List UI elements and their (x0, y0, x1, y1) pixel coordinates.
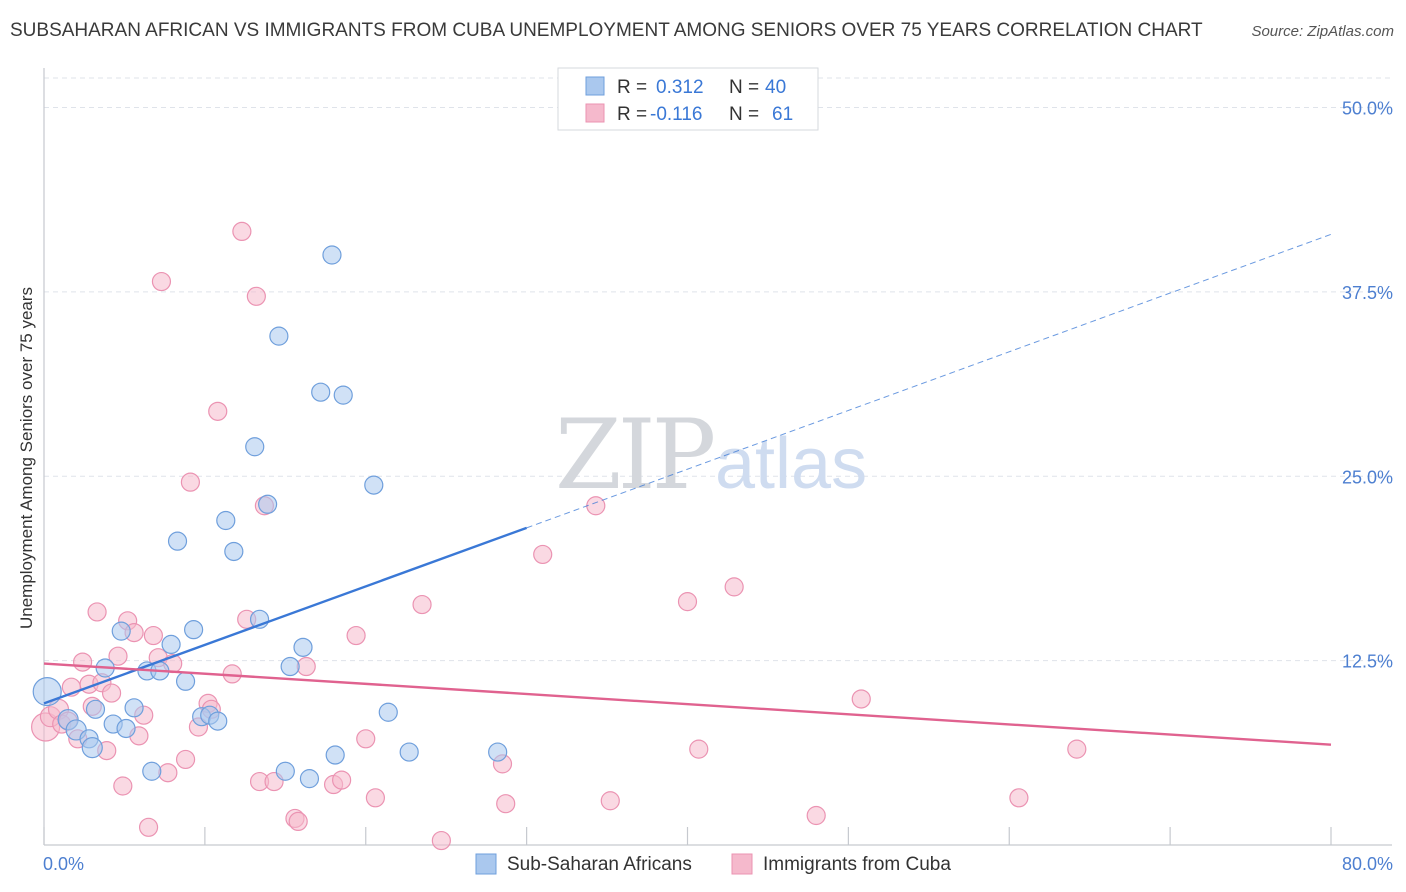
x-tick-label: 0.0% (43, 854, 84, 874)
series-legend-swatch-pink (731, 853, 753, 875)
data-point-blue (364, 475, 384, 495)
data-point-blue (311, 382, 331, 402)
y-tick-label: 50.0% (1342, 99, 1393, 119)
series-legend-label-blue: Sub-Saharan Africans (507, 854, 692, 875)
legend-r-value-1: 0.312 (656, 77, 704, 98)
source-label: Source: ZipAtlas.com (1251, 23, 1394, 40)
data-point-pink (332, 770, 352, 790)
data-point-blue (116, 718, 136, 739)
data-point-blue (161, 634, 181, 655)
data-point-blue (322, 245, 342, 265)
watermark-zip: ZIP (555, 399, 714, 511)
data-point-pink (246, 286, 266, 306)
data-point-pink (73, 652, 93, 672)
legend-r-label-2: R = (617, 104, 647, 125)
legend-swatch-blue (585, 76, 605, 96)
data-point-blue (280, 656, 300, 677)
pink-points (31, 221, 1087, 851)
data-point-blue (85, 699, 106, 719)
data-point-pink (151, 271, 172, 292)
chart-title: SUBSAHARAN AFRICAN VS IMMIGRANTS FROM CU… (10, 20, 1203, 41)
data-point-blue (245, 437, 265, 457)
legend-n-value-2: 61 (772, 104, 793, 125)
data-point-pink (138, 817, 159, 837)
data-point-pink (108, 646, 128, 666)
data-point-blue (224, 541, 244, 562)
data-point-blue (488, 742, 508, 762)
data-point-pink (586, 496, 606, 516)
data-point-blue (293, 637, 313, 657)
data-point-pink (496, 794, 516, 814)
data-point-pink (296, 656, 316, 677)
data-point-pink (143, 625, 163, 646)
legend-r-label-1: R = (617, 77, 647, 98)
watermark-atlas: atlas (715, 424, 867, 504)
legend-n-label-2: N = (729, 104, 759, 125)
data-point-blue (275, 761, 295, 781)
series-legend-label-pink: Immigrants from Cuba (763, 854, 951, 875)
trendline-blue (43, 526, 528, 705)
data-point-pink (600, 791, 620, 811)
data-point-pink (175, 749, 196, 770)
correlation-legend: R = 0.312 N = 40 R = -0.116 N = 61 (557, 67, 819, 131)
data-point-pink (158, 763, 178, 783)
data-point-pink (533, 544, 553, 565)
data-point-pink (208, 401, 228, 421)
data-point-blue (333, 385, 353, 405)
series-legend-swatch-blue (475, 853, 497, 875)
data-point-pink (232, 221, 252, 241)
data-point-pink (851, 689, 871, 709)
data-point-pink (412, 594, 432, 615)
data-point-blue (81, 737, 103, 759)
data-point-blue (124, 698, 144, 718)
legend-n-label-1: N = (729, 77, 759, 98)
y-tick-label: 12.5% (1342, 652, 1393, 672)
data-point-blue (269, 326, 289, 346)
data-point-blue (325, 745, 345, 765)
series-legend: Sub-Saharan Africans Immigrants from Cub… (475, 853, 951, 875)
grid-lines (44, 77, 1392, 662)
data-point-pink (806, 805, 826, 826)
x-tick-label: 80.0% (1342, 854, 1393, 874)
data-point-blue (111, 621, 131, 641)
blue-points (32, 245, 508, 789)
data-point-blue (208, 711, 228, 731)
watermark: ZIP atlas (555, 399, 867, 511)
data-point-pink (288, 811, 308, 832)
data-point-blue (184, 620, 204, 640)
data-point-pink (724, 577, 744, 597)
data-point-blue (175, 671, 196, 691)
y-tick-label: 25.0% (1342, 467, 1393, 487)
data-point-pink (365, 788, 386, 808)
data-point-pink (346, 625, 366, 646)
data-point-blue (399, 742, 419, 762)
legend-swatch-pink (585, 103, 605, 123)
data-point-pink (677, 592, 698, 612)
data-point-pink (87, 602, 107, 622)
trendline-blue-extension (526, 233, 1332, 529)
data-point-pink (180, 472, 200, 492)
data-point-pink (101, 683, 122, 703)
legend-n-value-1: 40 (765, 77, 786, 98)
data-point-pink (1067, 739, 1087, 759)
data-point-pink (356, 729, 376, 749)
data-point-pink (1009, 788, 1029, 808)
trend-lines (43, 233, 1332, 746)
data-point-pink (431, 830, 451, 851)
data-point-blue (142, 761, 162, 781)
data-point-pink (689, 739, 709, 759)
legend-r-value-2: -0.116 (650, 104, 702, 125)
trendline-pink (43, 662, 1332, 746)
data-point-blue (299, 769, 320, 789)
data-point-blue (167, 531, 188, 551)
tick-labels: 12.5% 25.0% 37.5% 50.0% 0.0% 80.0% (43, 99, 1393, 875)
data-point-blue (378, 702, 398, 722)
data-point-blue (258, 494, 278, 514)
data-point-blue (216, 510, 236, 531)
y-tick-label: 37.5% (1342, 283, 1393, 303)
data-point-pink (113, 776, 133, 796)
